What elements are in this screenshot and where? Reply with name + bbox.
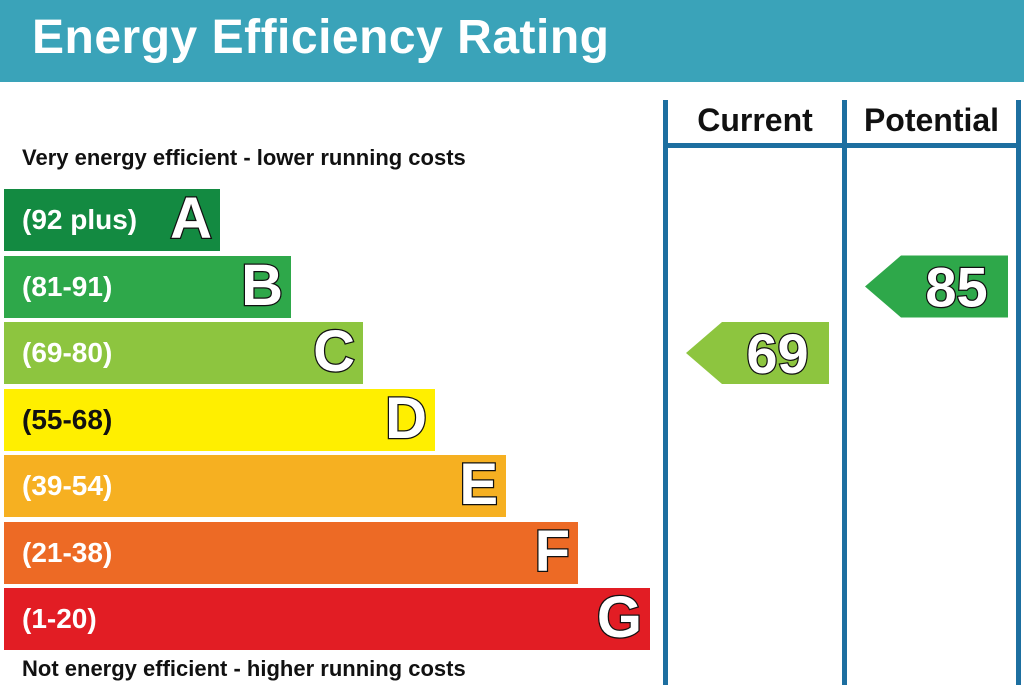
current-column-header: Current (697, 102, 813, 138)
band-d: (55-68) D (4, 385, 435, 451)
band-letter: E (458, 451, 499, 517)
band-range-label: (55-68) (22, 403, 113, 435)
divider-right (1016, 100, 1021, 685)
band-letter: F (533, 518, 571, 584)
band-e: (39-54) E (4, 451, 506, 517)
band-g: (1-20) G (4, 584, 650, 650)
band-letter: G (596, 584, 644, 650)
band-letter: C (312, 318, 356, 384)
divider-left (663, 100, 668, 685)
band-range-label: (81-91) (22, 270, 113, 302)
band-c: (69-80) C (4, 318, 363, 384)
band-f: (21-38) F (4, 518, 578, 584)
current-rating-arrow-value: 69 (746, 322, 808, 385)
potential-rating-arrow-shape (865, 255, 1008, 318)
band-letter: D (384, 385, 428, 451)
header-rule (663, 143, 1021, 148)
band-range-label: (21-38) (22, 536, 113, 568)
current-rating-arrow: 69 (686, 321, 829, 386)
potential-column-header: Potential (863, 102, 1000, 138)
band-a: (92 plus) A (4, 185, 220, 251)
divider-middle (842, 100, 847, 685)
band-range-label: (1-20) (22, 603, 97, 634)
potential-rating-arrow: 85 (865, 254, 1008, 320)
band-range-label: (39-54) (22, 470, 113, 501)
band-range-label: (92 plus) (22, 204, 138, 235)
current-rating-arrow-shape (686, 322, 829, 384)
band-range-label: (69-80) (22, 337, 113, 368)
top-caption: Very energy efficient - lower running co… (22, 145, 466, 170)
page-title: Energy Efficiency Rating (32, 11, 610, 64)
band-b: (81-91) B (4, 252, 291, 318)
title-banner: Energy Efficiency Rating (0, 0, 1024, 82)
potential-rating-arrow-value: 85 (925, 256, 987, 319)
bottom-caption: Not energy efficient - higher running co… (22, 656, 466, 681)
band-letter: B (240, 252, 284, 318)
band-letter: A (169, 185, 213, 251)
